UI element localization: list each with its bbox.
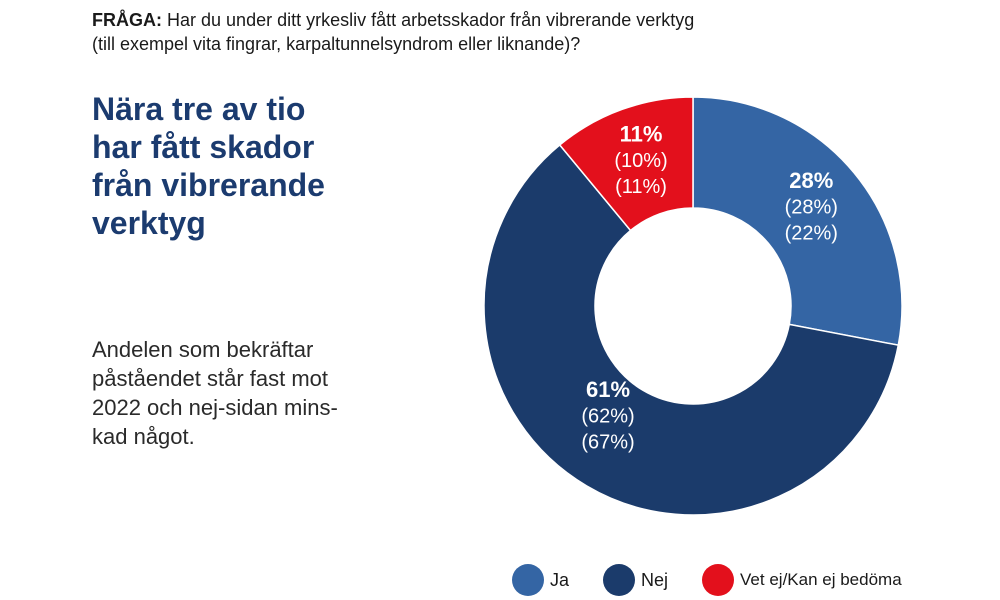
donut-slice-ja	[692, 96, 903, 347]
donut-label-prev-1-nej: (62%)	[581, 405, 634, 427]
donut-slice-vet-ej-kan-ej-bed-ma	[558, 96, 694, 232]
donut-label-prev-1-vet-ej-kan-ej-bed-ma: (10%)	[614, 150, 667, 172]
legend-swatch-vet-ej	[702, 564, 735, 596]
question-line-2: (till exempel vita fingrar, karpaltunnel…	[92, 34, 581, 54]
headline-line: Nära tre av tio	[92, 91, 306, 127]
donut-label-value-ja: 28%	[789, 168, 833, 193]
legend-item-ja: Ja	[512, 564, 569, 596]
donut-label-vet-ej-kan-ej-bed-ma: 11% (10%) (11%)	[614, 121, 667, 197]
donut-slice-nej	[483, 143, 900, 516]
donut-label-prev-2-nej: (67%)	[581, 431, 634, 453]
question-prefix: FRÅGA:	[92, 10, 162, 30]
body-line: påståendet står fast mot	[92, 366, 329, 391]
legend-item-nej: Nej	[603, 564, 668, 596]
legend-label-nej: Nej	[641, 569, 669, 590]
donut-chart: 28% (28%) (22%) 61% (62%) (67%) 11% (10%) (11%)	[470, 90, 920, 540]
legend-swatch-ja	[512, 564, 544, 596]
donut-label-nej: 61% (62%) (67%)	[581, 377, 634, 453]
donut-label-prev-2-ja: (22%)	[785, 222, 838, 244]
body-line: 2022 och nej-sidan mins-	[92, 395, 338, 420]
legend: Ja Nej Vet ej/Kan ej bedöma	[512, 562, 902, 598]
body-line: Andelen som bekräftar	[92, 337, 314, 362]
headline-line: verktyg	[92, 205, 206, 241]
question-text: FRÅGA: Har du under ditt yrkesliv fått a…	[92, 8, 892, 56]
question-line-1-text: Har du under ditt yrkesliv fått arbetssk…	[167, 10, 695, 30]
legend-swatch-nej	[603, 564, 636, 596]
legend-label-vet-ej: Vet ej/Kan ej bedöma	[740, 570, 902, 589]
headline: Nära tre av tio har fått skador från vib…	[92, 90, 392, 242]
question-line-1: FRÅGA: Har du under ditt yrkesliv fått a…	[92, 8, 892, 32]
legend-label-ja: Ja	[550, 569, 570, 590]
body-text: Andelen som bekräftar påståendet står fa…	[92, 335, 392, 451]
donut-label-prev-1-ja: (28%)	[785, 196, 838, 218]
legend-item-vet-ej: Vet ej/Kan ej bedöma	[702, 564, 902, 596]
donut-label-ja: 28% (28%) (22%)	[785, 168, 838, 244]
donut-label-value-nej: 61%	[586, 377, 630, 402]
headline-line: har fått skador	[92, 129, 315, 165]
donut-label-prev-2-vet-ej-kan-ej-bed-ma: (11%)	[615, 176, 667, 198]
donut-label-value-vet-ej-kan-ej-bed-ma: 11%	[620, 121, 663, 146]
body-line: kad något.	[92, 424, 195, 449]
headline-line: från vibrerande	[92, 167, 325, 203]
donut-chart-svg: 28% (28%) (22%) 61% (62%) (67%) 11% (10%) (11%)	[483, 96, 903, 516]
